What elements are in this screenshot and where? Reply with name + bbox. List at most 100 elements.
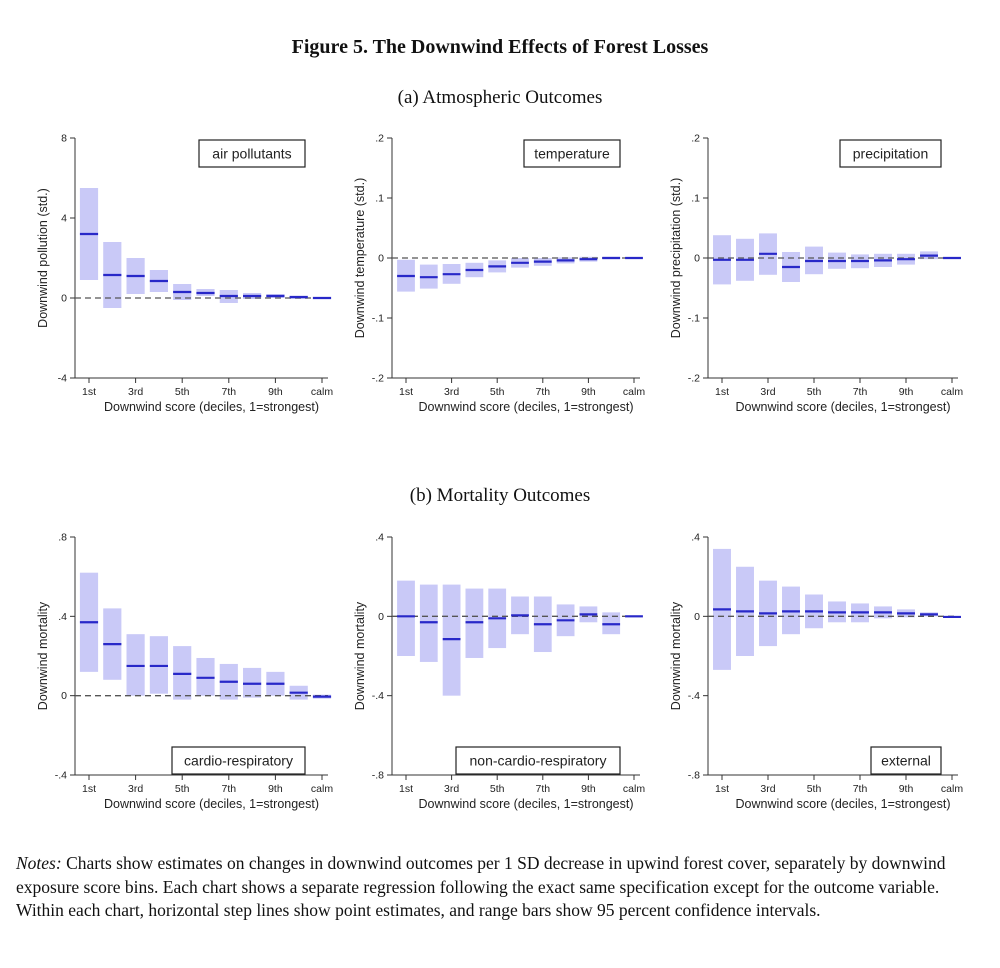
x-tick-label: 9th [899, 386, 914, 398]
subchart-3: -.2 -.1 0 .1 .2 Downwind precipitation (std.)… [669, 133, 963, 415]
y-tick-label: .8 [58, 532, 67, 544]
x-tick-label: 3rd [128, 386, 143, 398]
x-tick-label: 5th [490, 783, 505, 795]
x-tick-label: calm [311, 386, 333, 398]
legend-box [870, 746, 942, 775]
x-tick-label: 7th [221, 386, 236, 398]
legend-box [455, 746, 621, 775]
subchart-1: -4 0 4 8 Downwind pollution (std.) 1st 3rd 5th 7… [36, 133, 333, 415]
y-tick-label: -.1 [372, 313, 384, 325]
x-tick-label: 1st [82, 386, 96, 398]
x-axis-label: Downwind score (deciles, 1=strongest) [735, 797, 950, 811]
x-tick-label: 1st [715, 783, 729, 795]
x-tick-label: 1st [399, 783, 413, 795]
y-tick-label: -.4 [372, 690, 384, 702]
x-axis-label: Downwind score (deciles, 1=strongest) [104, 797, 319, 811]
notes-text: Charts show estimates on changes in down… [16, 853, 946, 920]
y-axis-label: Downwind mortality [36, 601, 50, 710]
y-tick-label: -.2 [688, 373, 700, 385]
x-tick-label: 7th [853, 386, 868, 398]
x-tick-label: 9th [899, 783, 914, 795]
subchart-2: -.2 -.1 0 .1 .2 Downwind temperature (std.) 1s… [353, 133, 645, 415]
y-tick-label: -.4 [688, 690, 700, 702]
x-tick-label: calm [941, 783, 963, 795]
legend-label: cardio-respiratory [184, 753, 293, 769]
legend-box [523, 139, 621, 168]
x-tick-label: 5th [490, 386, 505, 398]
x-tick-label: 5th [807, 783, 822, 795]
y-tick-label: .1 [691, 193, 700, 205]
subchart-4: -.4 0 .4 .8 Downwind mortality 1st 3rd 5th 7th 9t… [36, 532, 333, 812]
y-tick-label: -.1 [688, 313, 700, 325]
y-tick-label: -.8 [372, 770, 384, 782]
x-tick-label: 7th [221, 783, 236, 795]
y-axis-label: Downwind mortality [669, 601, 683, 710]
legend: non-cardio-respiratory [455, 746, 621, 775]
y-tick-label: 4 [61, 213, 67, 225]
x-tick-label: 3rd [760, 783, 775, 795]
x-tick-label: 9th [268, 783, 283, 795]
legend: precipitation [839, 139, 942, 168]
panel-b-title: (b) Mortality Outcomes [409, 485, 591, 506]
y-tick-label: .2 [375, 133, 384, 145]
x-tick-label: 3rd [128, 783, 143, 795]
legend: cardio-respiratory [171, 746, 306, 775]
y-axis-label: Downwind precipitation (std.) [669, 178, 683, 339]
x-axis-label: Downwind score (deciles, 1=strongest) [735, 400, 950, 414]
y-tick-label: 0 [378, 611, 384, 623]
x-tick-label: 7th [535, 783, 550, 795]
x-tick-label: 3rd [444, 783, 459, 795]
x-axis-label: Downwind score (deciles, 1=strongest) [418, 400, 633, 414]
y-tick-label: 8 [61, 133, 67, 145]
x-tick-label: calm [311, 783, 333, 795]
y-tick-label: -4 [58, 373, 67, 385]
x-tick-label: calm [623, 386, 645, 398]
y-tick-label: 0 [694, 253, 700, 265]
x-tick-label: 1st [399, 386, 413, 398]
y-tick-label: 0 [694, 611, 700, 623]
notes-label: Notes: [16, 853, 62, 873]
y-axis-label: Downwind temperature (std.) [353, 178, 367, 338]
x-tick-label: 5th [175, 783, 190, 795]
y-tick-label: .1 [375, 193, 384, 205]
x-tick-label: calm [623, 783, 645, 795]
y-tick-label: .4 [691, 532, 700, 544]
subchart-5: -.8 -.4 0 .4 Downwind mortality 1st 3rd 5th 7th 9… [353, 532, 645, 812]
panel-a-title: (a) Atmospheric Outcomes [397, 87, 603, 108]
x-tick-label: 7th [853, 783, 868, 795]
legend-box [171, 746, 306, 775]
y-tick-label: .4 [58, 611, 67, 623]
legend-label: external [881, 753, 931, 769]
x-tick-label: 3rd [760, 386, 775, 398]
x-tick-label: 1st [82, 783, 96, 795]
y-tick-label: .4 [375, 532, 384, 544]
figure-title: Figure 5. The Downwind Effects of Forest… [291, 36, 709, 58]
x-tick-label: 5th [807, 386, 822, 398]
y-tick-label: 0 [61, 690, 67, 702]
y-tick-label: .2 [691, 133, 700, 145]
x-tick-label: calm [941, 386, 963, 398]
y-tick-label: -.8 [688, 770, 700, 782]
y-tick-label: -.2 [372, 373, 384, 385]
x-tick-label: 9th [581, 783, 596, 795]
figure-notes: Notes: Charts show estimates on changes … [16, 852, 976, 923]
y-axis-label: Downwind mortality [353, 601, 367, 710]
ci-bar [397, 580, 415, 656]
subchart-6: -.8 -.4 0 .4 Downwind mortality 1st 3rd 5th 7th 9… [669, 532, 963, 812]
legend-box [839, 139, 942, 168]
y-tick-label: 0 [378, 253, 384, 265]
x-tick-label: 5th [175, 386, 190, 398]
legend-label: non-cardio-respiratory [470, 753, 607, 769]
y-tick-label: -.4 [55, 770, 67, 782]
y-axis-label: Downwind pollution (std.) [36, 188, 50, 328]
y-tick-label: 0 [61, 293, 67, 305]
x-tick-label: 9th [268, 386, 283, 398]
x-tick-label: 1st [715, 386, 729, 398]
x-tick-label: 9th [581, 386, 596, 398]
legend: external [870, 746, 942, 775]
legend-box [198, 139, 306, 168]
x-axis-label: Downwind score (deciles, 1=strongest) [418, 797, 633, 811]
x-tick-label: 7th [535, 386, 550, 398]
chart-grid: -4 0 4 8 Downwind pollution (std.) 1st 3rd 5th 7… [36, 133, 963, 812]
legend: temperature [523, 139, 621, 168]
